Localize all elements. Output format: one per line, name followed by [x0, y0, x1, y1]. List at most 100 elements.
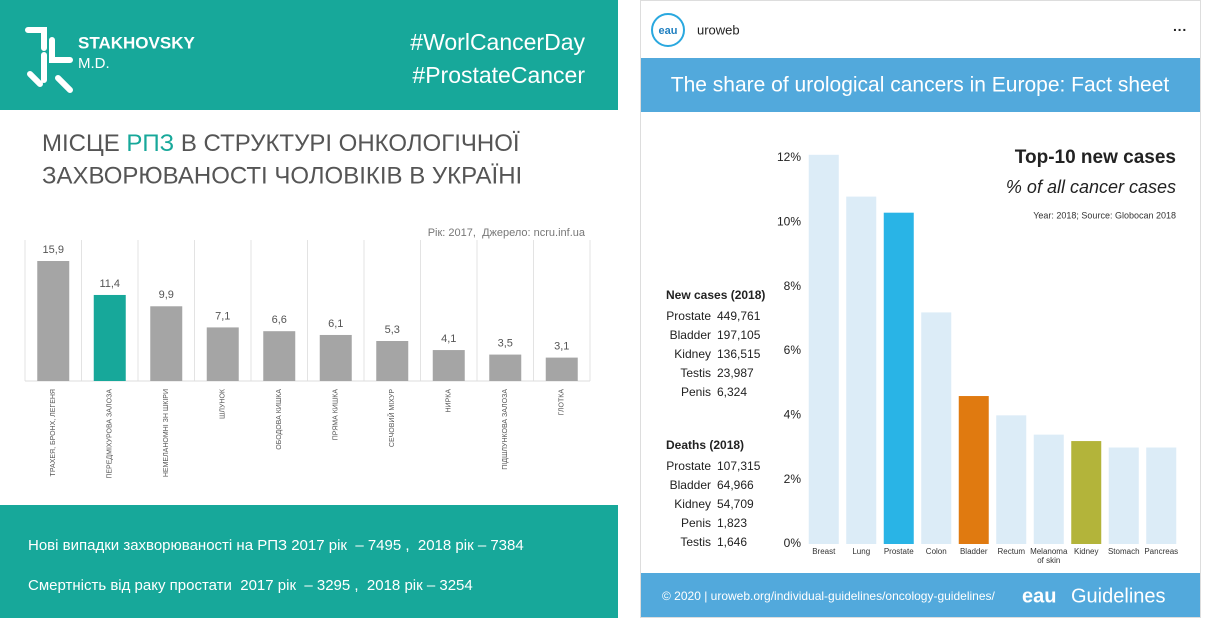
bar [319, 334, 352, 381]
table-value: 6,324 [717, 385, 747, 399]
bar [93, 294, 126, 381]
bar [1108, 447, 1139, 544]
data-label: 9,9 [159, 289, 174, 301]
brand-prefix: eau [1022, 585, 1056, 607]
post-footer [641, 573, 1200, 617]
bar [921, 312, 952, 544]
chart-bg [641, 112, 1200, 573]
table-label: Prostate [666, 309, 711, 323]
heading-part: МІСЦЕ [42, 130, 126, 157]
data-label: 6,1 [328, 318, 343, 330]
x-tick-label: Lung [852, 547, 871, 556]
chart-title: Top-10 new cases [1015, 147, 1176, 168]
y-tick-label: 6% [784, 343, 802, 357]
data-label: 6,6 [272, 314, 287, 326]
table-value: 64,966 [717, 478, 754, 492]
y-tick-label: 12% [777, 150, 801, 164]
table-label: Bladder [670, 328, 711, 342]
data-label: 7,1 [215, 310, 230, 322]
x-tick-label: ШЛУНОК [220, 388, 227, 419]
chart-subtitle: % of all cancer cases [1006, 177, 1176, 197]
logo-suffix: M.D. [78, 55, 110, 72]
logo-icon [25, 27, 73, 93]
x-tick-label: НИРКА [446, 389, 453, 413]
bar [808, 154, 839, 545]
heading: МІСЦЕ РПЗ В СТРУКТУРІ ОНКОЛОГІЧНОЇ [42, 130, 520, 157]
y-tick-label: 4% [784, 408, 802, 422]
banner [641, 58, 1200, 112]
table-value: 1,823 [717, 516, 747, 530]
y-tick-label: 0% [784, 536, 802, 550]
data-label: 5,3 [385, 324, 400, 336]
logo-name: STAKHOVSKY [78, 33, 195, 52]
chart-note: Year: 2018; Source: Globocan 2018 [1033, 210, 1176, 220]
table-label: Kidney [674, 347, 711, 361]
hashtag: #ProstateCancer [412, 62, 585, 88]
data-label: 3,1 [554, 341, 569, 353]
bar [545, 357, 578, 381]
account-name[interactable]: uroweb [697, 22, 740, 37]
x-tick-label: Colon [925, 547, 947, 556]
x-tick-label: Pancreas [1144, 547, 1179, 556]
bar [958, 396, 989, 544]
x-tick-label: Kidney [1074, 547, 1099, 556]
x-tick-label: ОБОДОВА КИШКА [276, 389, 283, 450]
table-label: Penis [681, 516, 711, 530]
hashtag: #WorlCancerDay [410, 29, 585, 55]
table-value: 54,709 [717, 497, 754, 511]
x-tick-label: Melanoma of skin [1030, 547, 1068, 565]
table-label: Kidney [674, 497, 711, 511]
bar [37, 261, 70, 381]
avatar[interactable] [651, 13, 685, 47]
bar [432, 350, 465, 381]
table-value: 23,987 [717, 366, 754, 380]
table-label: Penis [681, 385, 711, 399]
avatar-text: eau [659, 25, 678, 37]
x-tick-label: Rectum [997, 547, 1026, 556]
table-label: Testis [680, 535, 711, 549]
table-value: 107,315 [717, 459, 761, 473]
data-label: 15,9 [43, 244, 64, 256]
y-tick-label: 2% [784, 472, 802, 486]
footer-line: Нові випадки захворюваності на РПЗ 2017 … [28, 537, 524, 554]
bar [846, 196, 877, 544]
bar [376, 341, 409, 381]
table-title: New cases (2018) [666, 288, 765, 302]
bar [263, 331, 296, 381]
credit: © 2020 | uroweb.org/individual-guideline… [662, 589, 996, 603]
bar [883, 212, 914, 544]
bar [1146, 447, 1177, 544]
table-value: 1,646 [717, 535, 747, 549]
x-tick-label: Stomach [1107, 547, 1140, 556]
data-label: 3,5 [498, 337, 513, 349]
table-title: Deaths (2018) [666, 438, 744, 452]
bar [996, 415, 1027, 544]
x-tick-label: Bladder [959, 547, 988, 556]
brand: Guidelines [1071, 585, 1166, 607]
menu[interactable]: ··· [1173, 22, 1187, 38]
footer-band [0, 505, 618, 618]
heading-highlight: РПЗ [126, 130, 174, 157]
header-band [0, 0, 618, 110]
heading-part: В СТРУКТУРІ ОНКОЛОГІЧНОЇ [174, 130, 520, 157]
footer-line: Смертність від раку простати 2017 рік – … [28, 577, 473, 594]
x-tick-label: ГЛОТКА [559, 389, 566, 416]
bar [489, 354, 522, 381]
heading: ЗАХВОРЮВАНОСТІ ЧОЛОВІКІВ В УКРАЇНІ [42, 162, 522, 189]
table-value: 136,515 [717, 347, 761, 361]
bar [150, 306, 183, 381]
table-label: Prostate [666, 459, 711, 473]
y-tick-label: 8% [784, 279, 802, 293]
x-tick-label: Breast [812, 547, 836, 556]
x-tick-label: СЕЧОВИЙ МІХУР [387, 389, 396, 447]
x-tick-label: НЕМЕЛАНОМНІ ЗН ШКІРИ [163, 389, 170, 477]
x-tick-label: ПРЯМА КИШКА [333, 389, 340, 441]
data-label: 11,4 [99, 278, 120, 290]
table-value: 197,105 [717, 328, 761, 342]
x-tick-label: ПІДШЛУНКОВА ЗАЛОЗА [502, 389, 509, 470]
banner-text: The share of urological cancers in Europ… [671, 74, 1170, 97]
table-label: Bladder [670, 478, 711, 492]
y-tick-label: 10% [777, 215, 801, 229]
